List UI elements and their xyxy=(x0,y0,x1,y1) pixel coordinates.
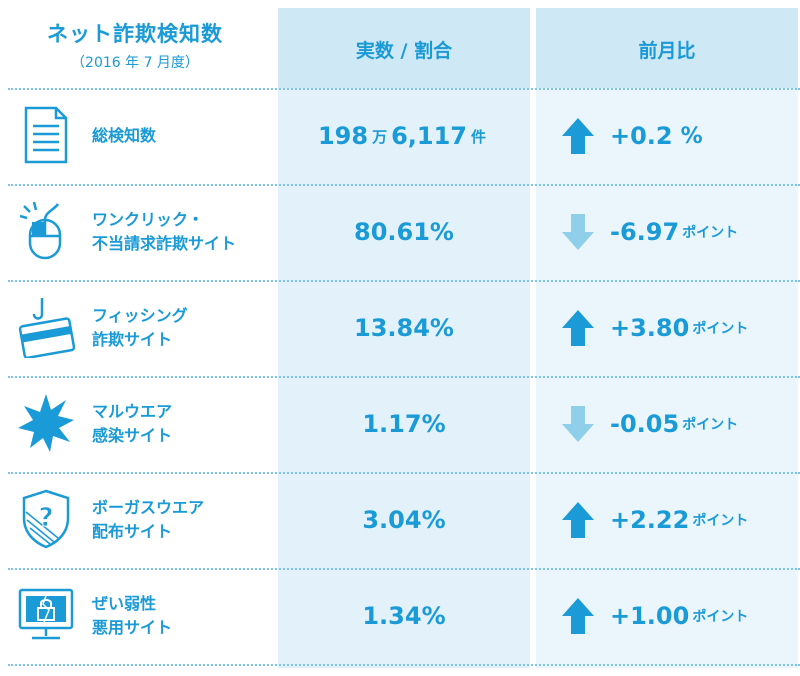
table-title-block: ネット詐欺検知数 （2016 年 7 月度） xyxy=(10,18,260,72)
table-row: フィッシング 詐欺サイト 13.84% +3.80 ポイント xyxy=(0,280,800,376)
arrow-up-icon xyxy=(560,596,596,636)
row-label-line: 悪用サイト xyxy=(92,618,173,637)
table-subtitle: （2016 年 7 月度） xyxy=(71,55,199,71)
credit-card-hook-icon xyxy=(16,296,76,358)
shield-question-icon: ? xyxy=(16,488,76,550)
svg-text:?: ? xyxy=(38,503,53,533)
table-title: ネット詐欺検知数 xyxy=(47,22,223,46)
value-column-header: 実数 / 割合 xyxy=(355,40,453,62)
change-value: +3.80 xyxy=(610,314,690,342)
row-divider xyxy=(8,568,800,570)
change-value: +0.2 xyxy=(610,122,673,150)
arrow-down-icon xyxy=(560,404,596,444)
row-label-line: 不当請求詐欺サイト xyxy=(92,234,237,253)
row-label-line: ボーガスウエア xyxy=(92,498,205,517)
arrow-up-icon xyxy=(560,308,596,348)
change-value: +1.00 xyxy=(610,602,690,630)
value-column-bg xyxy=(278,8,530,668)
row-divider xyxy=(8,664,800,666)
row-label-line: ぜい弱性 xyxy=(92,594,157,613)
change-unit: % xyxy=(680,123,703,149)
row-value: 198 万 6,117 件 xyxy=(278,88,530,184)
row-value: 13.84% xyxy=(354,314,454,342)
table-row: マルウエア 感染サイト 1.17% -0.05 ポイント xyxy=(0,376,800,472)
row-change: +2.22 ポイント xyxy=(610,472,798,568)
row-label: ワンクリック・ 不当請求詐欺サイト xyxy=(92,184,236,280)
value-number: 198 xyxy=(317,122,369,150)
row-label-line: 感染サイト xyxy=(92,426,173,445)
table-row: ワンクリック・ 不当請求詐欺サイト 80.61% -6.97 ポイント xyxy=(0,184,800,280)
row-change: +1.00 ポイント xyxy=(610,568,798,664)
row-divider xyxy=(8,376,800,378)
change-unit: ポイント xyxy=(692,609,749,625)
row-change: -6.97 ポイント xyxy=(610,184,798,280)
value-header-bg xyxy=(278,8,530,88)
row-value: 1.17% xyxy=(362,410,446,438)
row-value: 1.34% xyxy=(362,602,446,630)
mouse-icon xyxy=(16,200,76,262)
row-label: ボーガスウエア 配布サイト xyxy=(92,472,204,568)
row-value: 3.04% xyxy=(362,506,446,534)
row-label-line: ワンクリック・ xyxy=(92,210,204,229)
row-change: -0.05 ポイント xyxy=(610,376,798,472)
row-value: 80.61% xyxy=(354,218,454,246)
row-divider xyxy=(8,184,800,186)
change-value: -6.97 xyxy=(610,218,680,246)
change-value: -0.05 xyxy=(610,410,680,438)
value-unit: 件 xyxy=(471,127,487,146)
row-divider xyxy=(8,472,800,474)
row-label-line: 詐欺サイト xyxy=(92,330,173,349)
row-label: フィッシング 詐欺サイト xyxy=(92,280,188,376)
row-label: マルウエア 感染サイト xyxy=(92,376,172,472)
row-divider xyxy=(8,88,800,90)
row-label-line: 配布サイト xyxy=(92,522,173,541)
arrow-up-icon xyxy=(560,500,596,540)
value-unit: 万 xyxy=(372,127,388,146)
change-unit: ポイント xyxy=(692,513,749,529)
change-value: +2.22 xyxy=(610,506,690,534)
value-number: 6,117 xyxy=(391,122,468,150)
arrow-up-icon xyxy=(560,116,596,156)
change-header-bg xyxy=(536,8,798,88)
change-unit: ポイント xyxy=(692,321,749,337)
arrow-down-icon xyxy=(560,212,596,252)
row-label: ぜい弱性 悪用サイト xyxy=(92,568,172,664)
change-unit: ポイント xyxy=(682,417,739,433)
change-unit: ポイント xyxy=(682,225,739,241)
row-label-line: フィッシング xyxy=(92,306,188,325)
row-label-line: 総検知数 xyxy=(92,126,157,145)
row-change: +3.80 ポイント xyxy=(610,280,798,376)
table-row: ぜい弱性 悪用サイト 1.34% +1.00 ポイント xyxy=(0,568,800,664)
change-column-header: 前月比 xyxy=(638,40,696,62)
row-label-line: マルウエア xyxy=(92,402,173,421)
malware-burst-icon xyxy=(16,392,76,454)
table-row: 総検知数 198 万 6,117 件 +0.2 % xyxy=(0,88,800,184)
broken-screen-icon xyxy=(16,584,76,646)
row-change: +0.2 % xyxy=(610,88,798,184)
row-divider xyxy=(8,280,800,282)
document-icon xyxy=(16,104,76,166)
row-label: 総検知数 xyxy=(92,88,156,184)
table-row: ? ボーガスウエア 配布サイト 3.04% +2.22 ポイント xyxy=(0,472,800,568)
